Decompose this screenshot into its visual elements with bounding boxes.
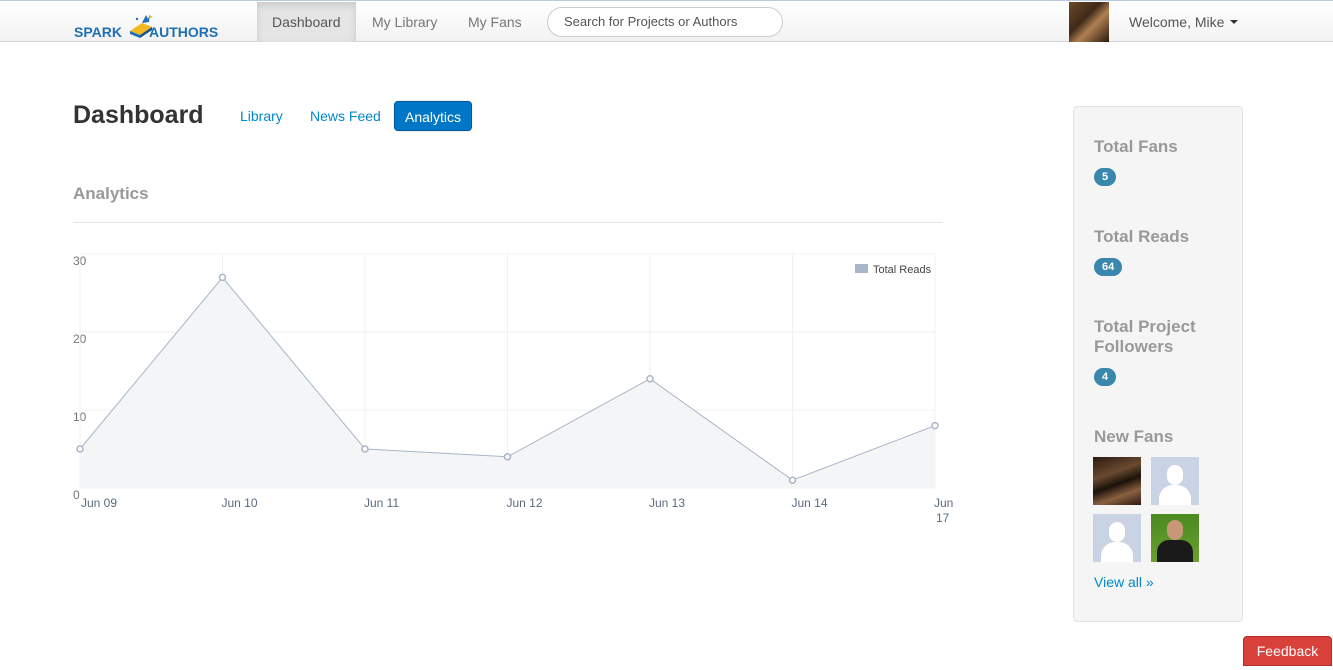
nav-my-library[interactable]: My Library [372, 14, 438, 30]
stat-badge-total-reads: 64 [1094, 258, 1123, 276]
stat-title-total-project-followers: Total Project Followers [1094, 317, 1196, 356]
tab-news-feed[interactable]: News Feed [310, 108, 381, 124]
tab-analytics[interactable]: Analytics [394, 101, 473, 131]
user-avatar[interactable] [1069, 2, 1109, 42]
search-input[interactable]: Search for Projects or Authors [547, 7, 783, 37]
y-tick-label: 0 [73, 488, 80, 502]
data-point [503, 453, 512, 461]
data-point [931, 421, 939, 430]
brand-logo[interactable]: SPARK AUTHORS [72, 3, 234, 41]
section-title: Analytics [73, 184, 149, 203]
x-tick-label: Jun 12 [507, 496, 543, 510]
tab-library[interactable]: Library [240, 108, 283, 124]
feedback-button[interactable]: Feedback [1243, 636, 1332, 666]
data-point [788, 476, 797, 484]
legend-swatch [855, 264, 868, 273]
x-tick-label: Jun 14 [792, 496, 828, 510]
caret-down-icon [1230, 19, 1239, 24]
data-point [361, 445, 369, 453]
welcome-text: Welcome, Mike [1129, 14, 1225, 30]
brand-name-part2: AUTHORS [149, 24, 219, 40]
nav-dashboard[interactable]: Dashboard [257, 2, 356, 42]
view-all-fans-link[interactable]: View all » [1094, 574, 1154, 590]
user-menu-toggle[interactable]: Welcome, Mike [1129, 2, 1239, 42]
legend-label: Total Reads [873, 264, 932, 276]
book-logo-icon [130, 14, 152, 38]
nav-my-fans[interactable]: My Fans [468, 14, 522, 30]
analytics-chart: 0 10 20 30 Jun 09 Jun 10 Jun 11 Jun 12 Jun 13 Jun… [66, 248, 966, 538]
stat-title-total-fans: Total Fans [1094, 137, 1178, 156]
data-point [76, 445, 84, 453]
x-tick-label: Jun 10 [222, 496, 258, 510]
stats-sidebar: Total Fans 5 Total Reads 64 Total Projec… [1073, 106, 1243, 622]
stat-badge-total-project-followers: 4 [1094, 368, 1117, 386]
series-area [80, 277, 935, 488]
section-divider [73, 222, 943, 223]
top-navbar: SPARK AUTHORS Dashboard My Library My Fa… [0, 0, 1333, 42]
data-point [646, 375, 654, 383]
fan-avatar[interactable] [1151, 457, 1199, 505]
x-tick-label: Jun 13 [649, 496, 685, 510]
x-tick-label: Jun 09 [81, 496, 117, 510]
x-tick-label: Jun 11 [364, 496, 399, 510]
stat-title-total-reads: Total Reads [1094, 227, 1190, 246]
new-fans-title: New Fans [1094, 427, 1174, 446]
fan-avatar[interactable] [1093, 514, 1141, 562]
fan-avatar[interactable] [1151, 514, 1199, 562]
stat-badge-total-fans: 5 [1094, 168, 1117, 186]
x-tick-label: Jun 17 [934, 496, 953, 525]
fan-avatar[interactable] [1093, 457, 1141, 505]
data-point [218, 273, 227, 282]
brand-name-part1: SPARK [74, 24, 122, 40]
page-title: Dashboard [73, 101, 204, 129]
